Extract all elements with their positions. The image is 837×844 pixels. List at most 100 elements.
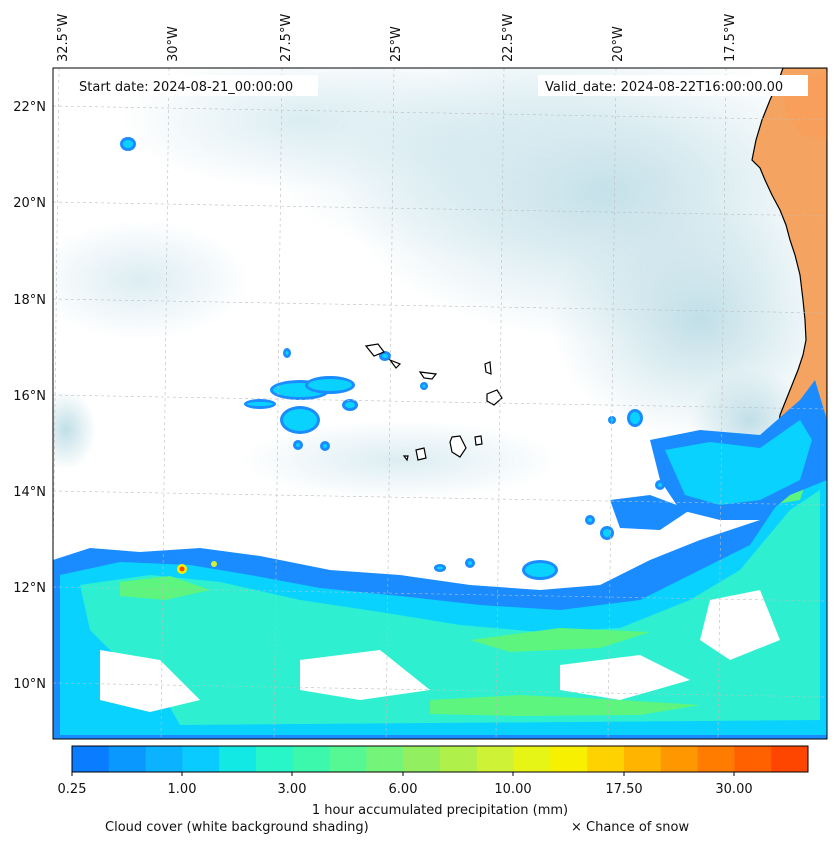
- colorbar-tick-17-50: 17.50: [605, 782, 642, 797]
- island-brava: [402, 455, 409, 462]
- precip-region: [100, 650, 200, 712]
- precipitation-shading: [53, 137, 827, 739]
- lon-label-32-5w: 32.5°W: [56, 14, 71, 62]
- colorbar-tick-30-00: 30.00: [715, 782, 752, 797]
- island-boa-vista: [486, 389, 503, 406]
- snow-caption: × Chance of snow: [571, 820, 689, 835]
- start-date-text: Start date: 2024-08-21_00:00:00: [79, 80, 293, 95]
- colorbar-tick-3-00: 3.00: [278, 782, 307, 797]
- lat-label-16n: 16°N: [13, 389, 46, 404]
- colorbar-cell: [697, 746, 735, 772]
- colorbar-cell: [145, 746, 183, 772]
- island-sal: [484, 361, 492, 375]
- cape-verde-islands: [364, 343, 503, 462]
- island-santo-antao: [364, 343, 385, 357]
- meridian-line: [160, 68, 170, 739]
- colorbar-tick-10-00: 10.00: [494, 782, 531, 797]
- precip-region: [300, 650, 430, 700]
- colorbar-tick-1-00: 1.00: [168, 782, 197, 797]
- colorbar-cell: [329, 746, 367, 772]
- precip-cell-core: [308, 379, 352, 391]
- colorbar-tick-6-00: 6.00: [389, 782, 418, 797]
- colorbar-label: 1 hour accumulated precipitation (mm): [312, 803, 568, 818]
- island-santiago: [449, 435, 467, 458]
- island-maio: [474, 435, 483, 446]
- precip-cell-core: [296, 443, 300, 447]
- colorbar-cell: [108, 746, 147, 772]
- valid-date-box: [538, 75, 808, 96]
- precip-region: [560, 655, 690, 700]
- longitude-labels: 32.5°W 30°W 27.5°W 25°W 22.5°W 20°W 17.5…: [56, 14, 738, 62]
- colorbar: 0.25 1.00 3.00 6.00 10.00 17.50 30.00 1 …: [58, 745, 809, 818]
- colorbar-cell: [734, 746, 772, 772]
- map-frame: [52, 67, 828, 740]
- colorbar-cell: [624, 746, 662, 772]
- colorbar-cell: [292, 746, 331, 772]
- precip-cell-core: [382, 354, 388, 358]
- island-sao-vicente: [388, 358, 402, 369]
- precip-cell-core: [247, 402, 273, 406]
- meridian-line: [607, 68, 617, 739]
- lon-label-22-5w: 22.5°W: [501, 14, 516, 62]
- colorbar-cells: [72, 746, 809, 772]
- cloud-cover-caption: Cloud cover (white background shading): [105, 820, 369, 835]
- precip-region: [430, 695, 700, 716]
- precip-region: [470, 628, 650, 652]
- precip-max-core: [179, 566, 185, 572]
- precip-cell-core: [525, 563, 555, 577]
- precip-cell-core: [422, 384, 426, 388]
- colorbar-ticks: [71, 772, 735, 776]
- precip-cell-core: [345, 402, 355, 408]
- precip-cell-core: [610, 418, 614, 422]
- colorbar-cell: [182, 746, 220, 772]
- lat-label-14n: 14°N: [13, 485, 46, 500]
- lat-label-10n: 10°N: [13, 677, 46, 692]
- map-area: Start date: 2024-08-21_00:00:00 Valid_da…: [52, 67, 828, 740]
- precip-region: [665, 420, 812, 505]
- meridian-line: [385, 68, 395, 739]
- precip-cell-core: [123, 140, 133, 148]
- colorbar-tick-0-25: 0.25: [58, 782, 87, 797]
- lat-label-18n: 18°N: [13, 293, 46, 308]
- colorbar-cell: [476, 746, 515, 772]
- colorbar-cell: [366, 746, 404, 772]
- lon-label-27-5w: 27.5°W: [279, 14, 294, 62]
- lon-label-17-5w: 17.5°W: [723, 14, 738, 62]
- precip-cell-core: [437, 566, 443, 570]
- map-content: [53, 68, 827, 739]
- lon-label-30w: 30°W: [166, 26, 181, 62]
- colorbar-cell: [660, 746, 699, 772]
- meridian-line: [717, 68, 727, 739]
- lat-label-12n: 12°N: [13, 581, 46, 596]
- precip-region: [120, 576, 210, 600]
- latitude-labels: 22°N 20°N 18°N 16°N 14°N 12°N 10°N: [13, 100, 46, 692]
- precip-cell-core: [630, 412, 640, 424]
- precip-cell-core: [603, 529, 611, 537]
- meridian-line: [273, 68, 283, 739]
- valid-date-text: Valid_date: 2024-08-22T16:00:00.00: [545, 80, 783, 95]
- lat-label-20n: 20°N: [13, 196, 46, 211]
- map-gridlines: [53, 68, 827, 739]
- colorbar-cell: [72, 746, 110, 772]
- precip-max: [211, 561, 217, 567]
- precip-cell-core: [283, 409, 317, 431]
- precip-cell-core: [468, 561, 472, 565]
- lat-label-22n: 22°N: [13, 100, 46, 115]
- colorbar-cell: [513, 746, 551, 772]
- precip-cell-core: [588, 518, 592, 522]
- colorbar-cell: [440, 746, 478, 772]
- colorbar-cell: [587, 746, 625, 772]
- island-sao-nicolau: [418, 371, 438, 380]
- lon-label-25w: 25°W: [389, 26, 404, 62]
- precip-cell-core: [658, 483, 662, 487]
- precip-region: [610, 495, 690, 530]
- precip-cell-core: [285, 351, 289, 355]
- meridian-line: [495, 68, 505, 739]
- lon-label-20w: 20°W: [611, 26, 626, 62]
- colorbar-cell: [771, 746, 809, 772]
- precip-region: [700, 590, 780, 660]
- start-date-box: [72, 75, 318, 96]
- precip-cell-core: [323, 444, 327, 448]
- colorbar-cell: [550, 746, 588, 772]
